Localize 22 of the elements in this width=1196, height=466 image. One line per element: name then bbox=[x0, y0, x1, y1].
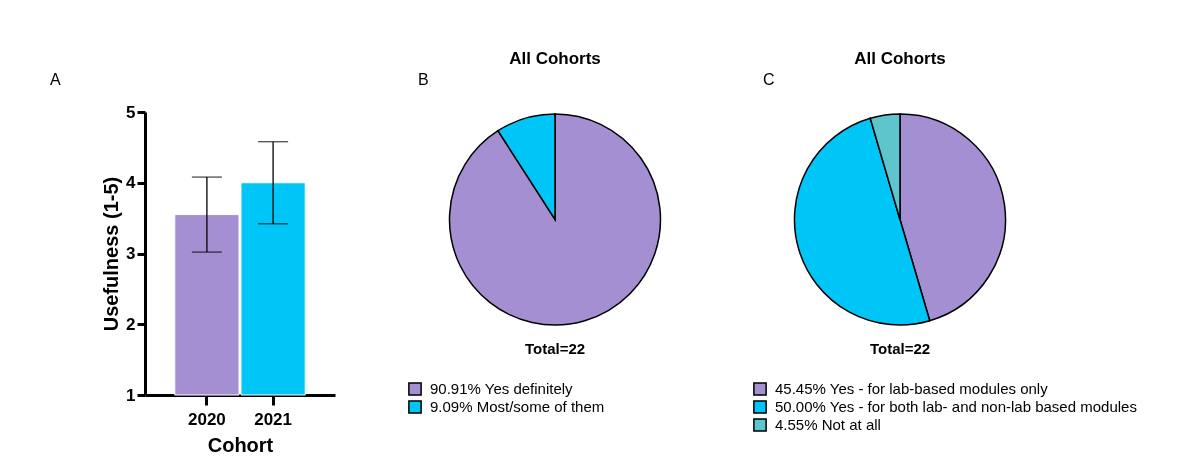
y-tick-label: 3 bbox=[126, 244, 136, 263]
text: Total=22 bbox=[869, 340, 931, 357]
legend-label: 50.00% Yes - for both lab- and non-lab based modules bbox=[775, 398, 1137, 415]
chart-title: All Cohorts bbox=[509, 49, 601, 68]
text: A bbox=[50, 71, 61, 88]
x-axis-title: Cohort bbox=[207, 433, 274, 456]
y-axis-title: Usefulness (1-5) bbox=[100, 176, 123, 332]
legend-label: 4.55% Not at all bbox=[775, 416, 881, 433]
x-tick-label: 2021 bbox=[254, 409, 293, 429]
x-tick-label: 2020 bbox=[187, 409, 226, 429]
legend-label: 90.91% Yes definitely bbox=[430, 380, 574, 397]
text: Total=22 bbox=[524, 340, 586, 357]
text: B bbox=[418, 71, 429, 88]
y-tick-label: 5 bbox=[126, 102, 136, 122]
text: C bbox=[763, 71, 775, 88]
y-tick-label: 4 bbox=[126, 173, 137, 193]
legend-label: 9.09% Most/some of them bbox=[430, 398, 605, 415]
chart-title: All Cohorts bbox=[854, 49, 946, 68]
pie-slice bbox=[448, 113, 662, 326]
y-tick-label: 2 bbox=[126, 314, 136, 334]
legend-label: 45.45% Yes - for lab-based modules only bbox=[775, 380, 1049, 397]
y-tick-label: 1 bbox=[126, 385, 136, 405]
